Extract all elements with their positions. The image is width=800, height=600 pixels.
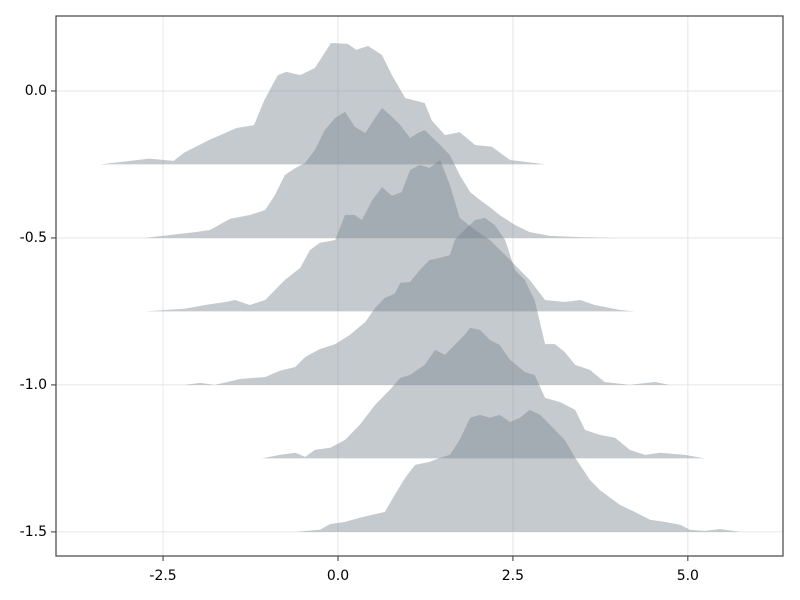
density-ridge [144,108,616,238]
x-tick-label: 2.5 [502,568,524,584]
plot-frame [55,15,784,557]
y-tick-label: 0.0 [25,83,47,99]
x-tick-label: 0.0 [327,568,349,584]
y-tick-label: -1.0 [20,377,47,393]
x-tick-label: -2.5 [149,568,176,584]
density-ridge [295,409,740,532]
y-tick-label: -1.5 [20,524,47,540]
x-tick-label: 5.0 [677,568,699,584]
density-ridge [144,160,635,312]
density-ridge [184,217,670,385]
density-ridge [100,43,546,165]
y-tick-label: -0.5 [20,230,47,246]
density-ridge [261,327,705,459]
